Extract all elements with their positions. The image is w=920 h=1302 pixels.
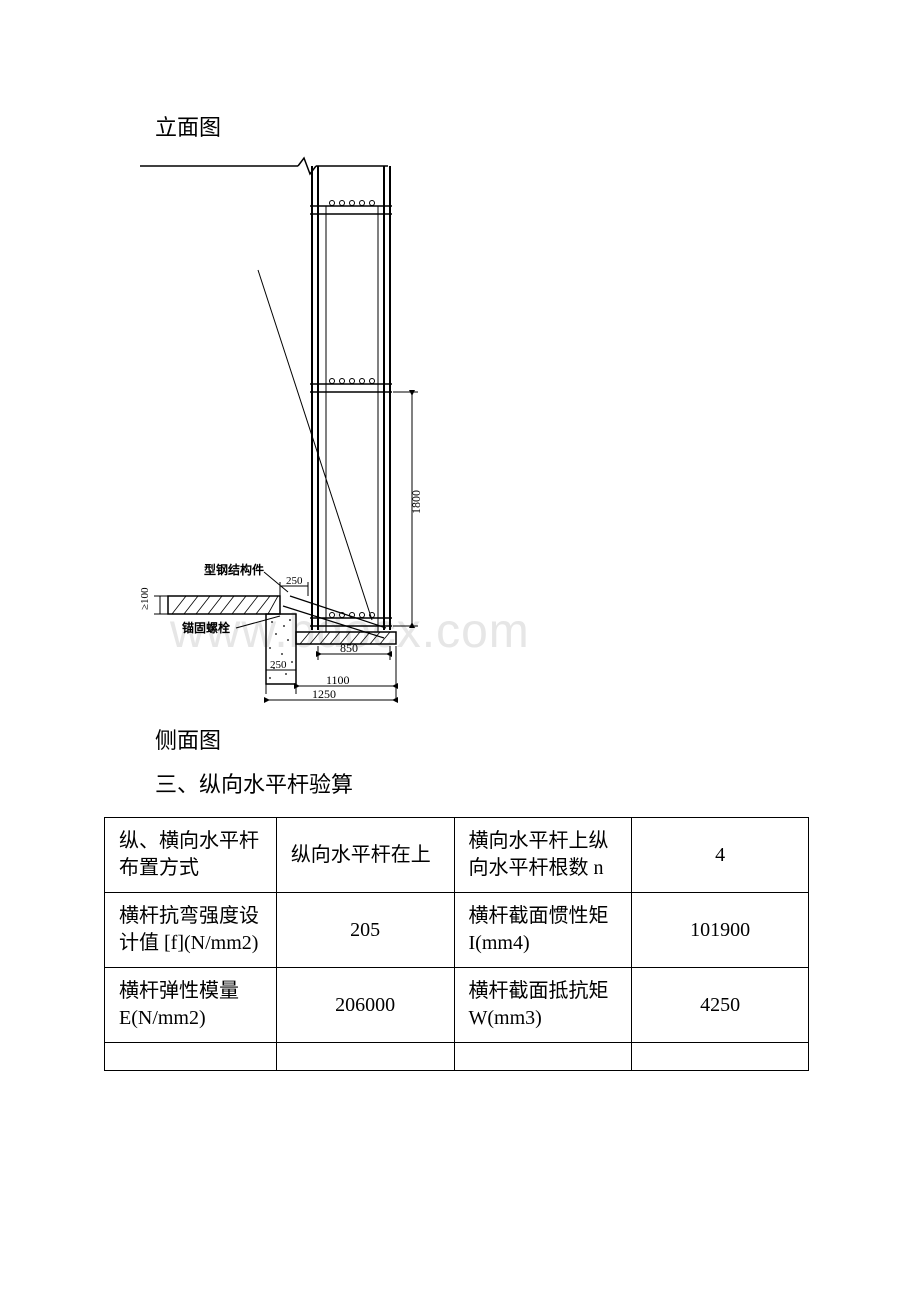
cell-value: 206000 <box>276 968 454 1043</box>
table-row-empty <box>105 1043 809 1071</box>
side-view-diagram: 1800 ≥100 250 850 250 1100 1250 型钢结构件 锚固… <box>140 154 450 709</box>
cell-label: 纵、横向水平杆布置方式 <box>105 818 277 893</box>
cell-label: 横杆弹性模量 E(N/mm2) <box>105 968 277 1043</box>
cell-value: 101900 <box>632 893 809 968</box>
cell-value: 纵向水平杆在上 <box>276 818 454 893</box>
dim-1800: 1800 <box>409 490 423 514</box>
cell-label: 横杆抗弯强度设计值 [f](N/mm2) <box>105 893 277 968</box>
cell-label: 横杆截面惯性矩 I(mm4) <box>454 893 632 968</box>
label-steel-bracket: 型钢结构件 <box>204 562 264 577</box>
cell-value: 4250 <box>632 968 809 1043</box>
side-view-caption: 侧面图 <box>155 723 820 755</box>
cell-value: 4 <box>632 818 809 893</box>
cell-label: 横杆截面抵抗矩 W(mm3) <box>454 968 632 1043</box>
cell-label: 横向水平杆上纵向水平杆根数 n <box>454 818 632 893</box>
param-table: 纵、横向水平杆布置方式 纵向水平杆在上 横向水平杆上纵向水平杆根数 n 4 横杆… <box>104 817 809 1071</box>
table-row: 横杆抗弯强度设计值 [f](N/mm2) 205 横杆截面惯性矩 I(mm4) … <box>105 893 809 968</box>
table-row: 横杆弹性模量 E(N/mm2) 206000 横杆截面抵抗矩 W(mm3) 42… <box>105 968 809 1043</box>
dim-250-wall: 250 <box>270 659 287 671</box>
dim-250-top: 250 <box>286 575 303 587</box>
cell-empty <box>454 1043 632 1071</box>
dim-850: 850 <box>340 641 358 655</box>
label-anchor-bolt: 锚固螺栓 <box>182 620 230 635</box>
dim-1100: 1100 <box>326 673 350 687</box>
elevation-caption: 立面图 <box>155 110 820 142</box>
cell-empty <box>632 1043 809 1071</box>
cell-empty <box>276 1043 454 1071</box>
table-row: 纵、横向水平杆布置方式 纵向水平杆在上 横向水平杆上纵向水平杆根数 n 4 <box>105 818 809 893</box>
cell-empty <box>105 1043 277 1071</box>
dim-1250: 1250 <box>312 687 336 701</box>
dim-slab: ≥100 <box>140 587 151 610</box>
section-3-title: 三、纵向水平杆验算 <box>155 767 820 799</box>
cell-value: 205 <box>276 893 454 968</box>
page-content: 立面图 <box>0 0 920 1071</box>
